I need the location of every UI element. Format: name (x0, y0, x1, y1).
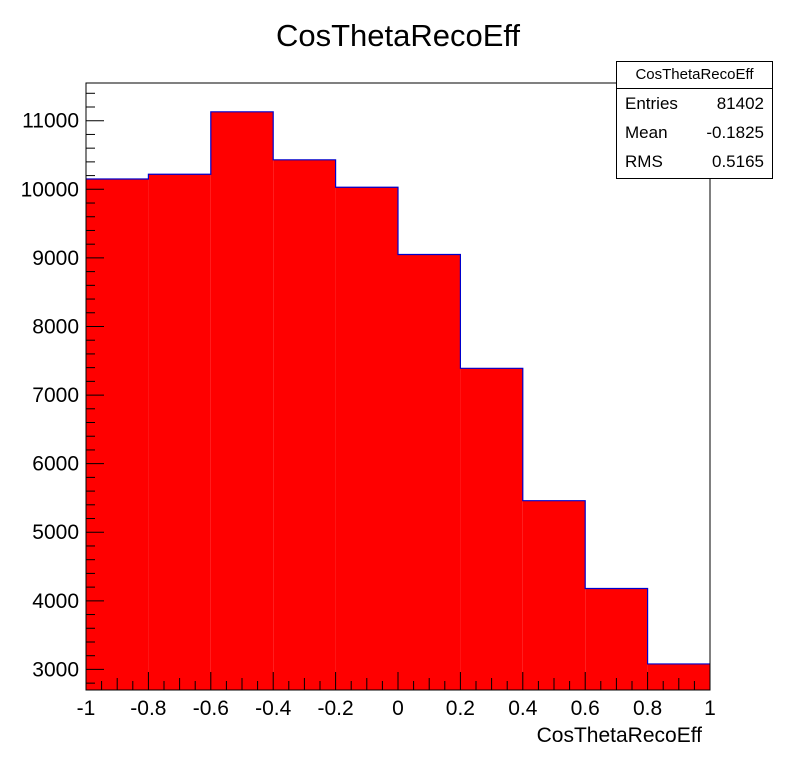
histogram-bar (398, 254, 461, 690)
x-tick-label: 0.2 (446, 697, 475, 720)
x-tick-label: -0.8 (130, 697, 166, 720)
stats-value: 81402 (716, 94, 764, 113)
y-tick-label: 4000 (32, 590, 79, 613)
histogram-bar (335, 187, 398, 690)
y-tick-label: 11000 (22, 110, 79, 133)
y-tick-label: 8000 (32, 315, 79, 338)
histogram-bar (522, 500, 586, 690)
x-axis-label: CosThetaRecoEff (537, 724, 703, 747)
x-tick-label: 1 (704, 697, 716, 720)
stats-row-entries: Entries 81402 (617, 89, 772, 118)
y-tick-label: 6000 (32, 453, 79, 476)
stats-title: CosThetaRecoEff (617, 62, 772, 89)
histogram-outline (86, 111, 710, 665)
stats-label: Mean (625, 123, 668, 142)
y-tick-label: 10000 (21, 178, 79, 201)
y-tick-label: 5000 (32, 521, 79, 544)
histogram-bar (273, 159, 336, 690)
stats-label: Entries (625, 94, 678, 113)
x-tick-label: 0.8 (633, 697, 662, 720)
y-tick-label: 9000 (32, 247, 79, 270)
x-tick-label: -0.6 (193, 697, 229, 720)
x-tick-label: -0.2 (318, 697, 354, 720)
stats-row-rms: RMS 0.5165 (617, 147, 772, 176)
stats-row-mean: Mean -0.1825 (617, 118, 772, 147)
y-tick-label: 3000 (32, 658, 79, 681)
stats-value: -0.1825 (706, 123, 764, 142)
histogram-bar (585, 588, 648, 690)
stats-box: CosThetaRecoEff Entries 81402 Mean -0.18… (616, 61, 773, 179)
y-axis-ticks: 3000 4000 5000 6000 7000 8000 9000 10000 11000 (21, 92, 104, 684)
stats-label: RMS (625, 152, 663, 171)
histogram-bars (86, 111, 710, 691)
chart-title: CosThetaRecoEff (276, 18, 520, 53)
x-tick-label: 0.4 (508, 697, 538, 720)
x-tick-label: -1 (77, 697, 96, 720)
x-tick-label: -0.4 (255, 697, 292, 720)
histogram-bar (460, 368, 523, 690)
x-tick-label: 0 (392, 697, 404, 720)
x-axis-ticks: -1 -0.8 -0.6 -0.4 -0.2 0 0.2 0.4 0.6 0.8 1 (77, 672, 716, 720)
x-tick-label: 0.6 (571, 697, 600, 720)
y-tick-label: 7000 (32, 384, 79, 407)
histogram-bar (210, 111, 274, 691)
histogram-bar (148, 174, 211, 691)
stats-value: 0.5165 (712, 152, 764, 171)
histogram-bar (86, 179, 149, 691)
